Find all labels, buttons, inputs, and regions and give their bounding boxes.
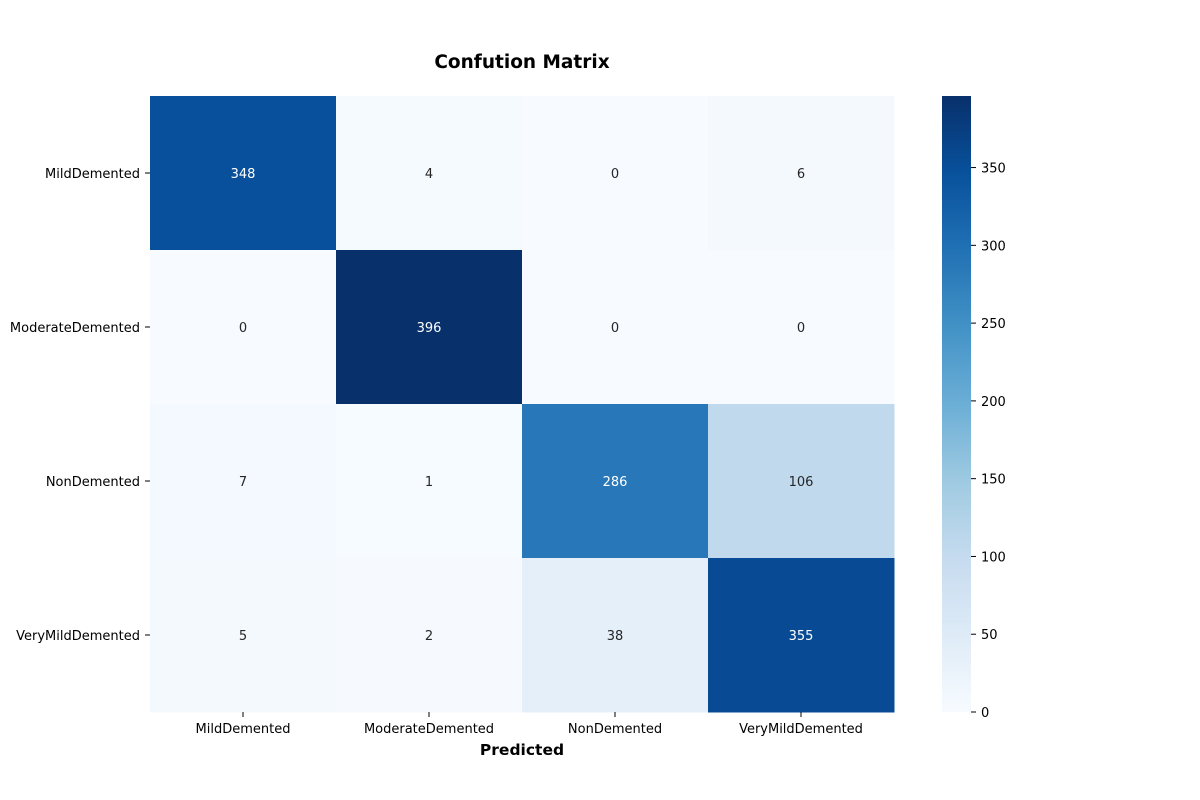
heatmap-cell [150,404,337,559]
x-axis-ticks: MildDemented ModerateDemented NonDemented V… [196,712,863,737]
cell-value-label: 0 [611,321,619,336]
heatmap-cell [522,250,709,405]
colorbar-gradient [942,96,971,712]
x-tick-label: VeryMildDemented [739,722,863,737]
colorbar-ticks: 0 50 100 150 200 250 300 350 [971,162,1006,721]
cell-value-label: 4 [425,167,433,182]
y-tick-label: MildDemented [45,167,140,182]
colorbar-tick-label: 150 [981,473,1006,488]
heatmap-cell [150,558,337,713]
cell-value-label: 2 [425,629,433,644]
x-tick-label: NonDemented [568,722,662,737]
colorbar-tick-label: 100 [981,550,1006,565]
colorbar-tick-label: 350 [981,162,1006,177]
cell-value-label: 5 [239,629,247,644]
cell-value-label: 396 [417,321,442,336]
y-tick-label: ModerateDemented [10,321,140,336]
colorbar: 0 50 100 150 200 250 300 350 [942,96,1006,721]
y-tick-label: NonDemented [46,475,140,490]
heatmap-cells [150,96,895,713]
colorbar-tick-label: 300 [981,239,1006,254]
heatmap-cell [150,96,337,251]
heatmap-cell [708,558,895,713]
y-axis-ticks: MildDemented ModerateDemented NonDemented V… [10,167,150,644]
heatmap-cell [708,96,895,251]
cell-value-label: 348 [231,167,256,182]
colorbar-tick-label: 0 [981,706,989,721]
x-tick-label: ModerateDemented [364,722,494,737]
cell-annotations: 348 4 0 6 0 396 0 0 7 1 286 106 5 2 38 355 [231,167,814,644]
heatmap-cell [708,404,895,559]
heatmap-cell [522,96,709,251]
cell-value-label: 7 [239,475,247,490]
colorbar-tick-label: 200 [981,395,1006,410]
y-tick-label: VeryMildDemented [16,629,140,644]
chart-title: Confution Matrix [434,52,609,73]
cell-value-label: 106 [789,475,814,490]
heatmap-cell [522,558,709,713]
heatmap-cell [336,250,523,405]
heatmap-cell [150,250,337,405]
heatmap-cell [708,250,895,405]
heatmap-cell [336,558,523,713]
colorbar-tick-label: 50 [981,628,998,643]
colorbar-tick-label: 250 [981,317,1006,332]
heatmap-cell [336,404,523,559]
cell-value-label: 355 [789,629,814,644]
x-tick-label: MildDemented [196,722,291,737]
cell-value-label: 38 [607,629,624,644]
heatmap-cell [522,404,709,559]
cell-value-label: 0 [797,321,805,336]
x-axis-label: Predicted [480,741,564,759]
cell-value-label: 0 [611,167,619,182]
cell-value-label: 6 [797,167,805,182]
cell-value-label: 1 [425,475,433,490]
heatmap-cell [336,96,523,251]
cell-value-label: 286 [603,475,628,490]
cell-value-label: 0 [239,321,247,336]
